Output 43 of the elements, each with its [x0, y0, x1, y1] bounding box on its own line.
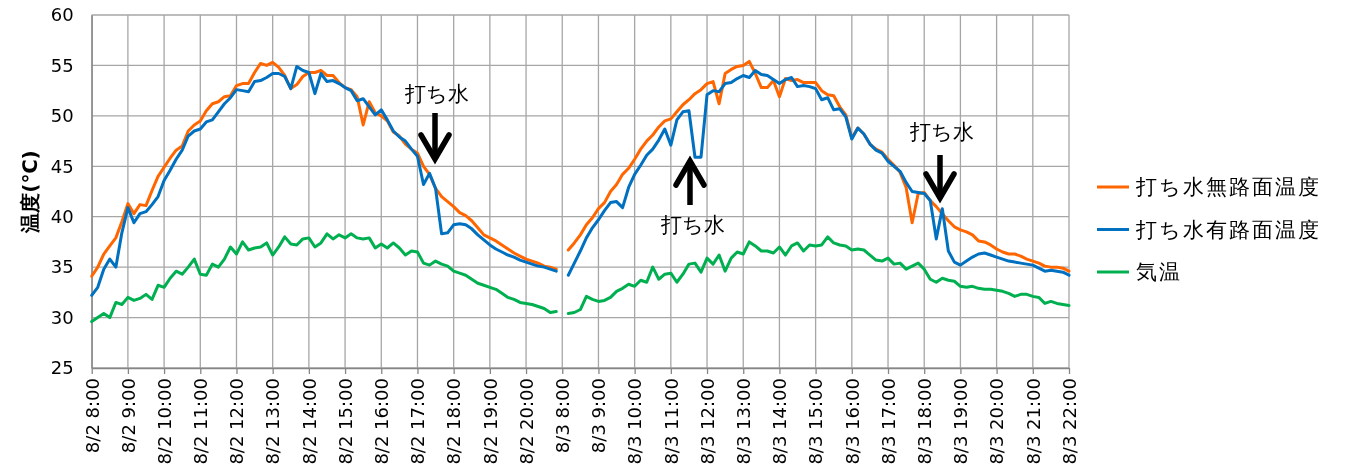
y-tick-label: 25 [50, 357, 74, 379]
x-tick-label: 8/2 20:00 [515, 378, 537, 465]
x-tick-label: 8/3 10:00 [624, 378, 646, 465]
x-tick-label: 8/2 14:00 [298, 378, 320, 465]
y-tick-label: 50 [50, 105, 74, 127]
x-tick-label: 8/3 12:00 [696, 378, 718, 465]
x-tick-label: 8/3 8:00 [552, 378, 574, 454]
x-tick-label: 8/2 9:00 [117, 378, 139, 454]
x-tick-label: 8/3 17:00 [877, 378, 899, 465]
x-tick-label: 8/2 16:00 [371, 378, 393, 465]
x-tick-label: 8/2 8:00 [81, 378, 103, 454]
x-tick-label: 8/2 17:00 [407, 378, 429, 465]
x-tick-label: 8/2 10:00 [153, 378, 175, 465]
annotation: 打ち水 [909, 120, 974, 144]
x-tick-label: 8/3 16:00 [841, 378, 863, 465]
x-tick-label: 8/3 14:00 [769, 378, 791, 465]
y-tick-label: 60 [50, 4, 74, 26]
x-tick-label: 8/2 18:00 [443, 378, 465, 465]
x-tick-label: 8/3 9:00 [588, 378, 610, 454]
x-tick-label: 8/2 12:00 [226, 378, 248, 465]
y-tick-label: 35 [50, 256, 74, 278]
x-tick-label: 8/2 19:00 [479, 378, 501, 465]
x-tick-label: 8/3 21:00 [1022, 378, 1044, 465]
y-tick-label: 40 [50, 205, 74, 227]
y-tick-label: 30 [50, 306, 74, 328]
x-tick-label: 8/3 18:00 [914, 378, 936, 465]
y-axis-title: 温度(℃) [18, 150, 42, 234]
x-tick-label: 8/2 13:00 [262, 378, 284, 465]
y-tick-label: 55 [50, 54, 74, 76]
x-tick-label: 8/2 11:00 [190, 378, 212, 465]
x-tick-label: 8/3 19:00 [950, 378, 972, 465]
x-tick-label: 8/3 13:00 [733, 378, 755, 465]
x-tick-label: 8/3 15:00 [805, 378, 827, 465]
x-tick-label: 8/3 22:00 [1058, 378, 1080, 465]
legend-label: 打ち水無路面温度 [1135, 175, 1321, 199]
x-tick-label: 8/3 11:00 [660, 378, 682, 465]
annotation: 打ち水 [660, 213, 725, 237]
annotation: 打ち水 [404, 82, 469, 106]
x-tick-label: 8/2 15:00 [334, 378, 356, 465]
legend-label: 打ち水有路面温度 [1135, 217, 1321, 242]
legend-label: 気温 [1136, 260, 1182, 284]
y-tick-label: 45 [50, 155, 74, 177]
x-tick-label: 8/3 20:00 [986, 378, 1008, 465]
